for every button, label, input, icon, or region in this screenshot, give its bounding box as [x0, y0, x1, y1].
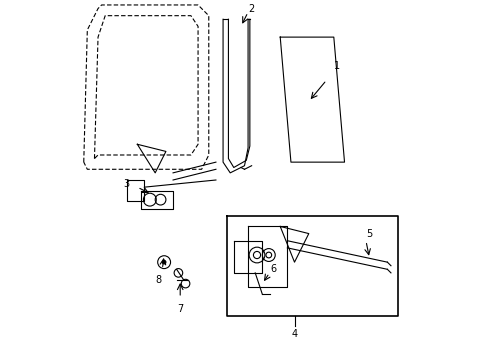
Text: 3: 3	[123, 179, 129, 189]
Text: 5: 5	[366, 229, 372, 239]
Text: 6: 6	[269, 264, 276, 274]
Text: 8: 8	[155, 275, 162, 285]
Text: 2: 2	[248, 4, 254, 14]
Circle shape	[162, 260, 165, 264]
Text: 4: 4	[291, 329, 297, 339]
Text: 1: 1	[334, 61, 340, 71]
Text: 7: 7	[177, 303, 183, 314]
